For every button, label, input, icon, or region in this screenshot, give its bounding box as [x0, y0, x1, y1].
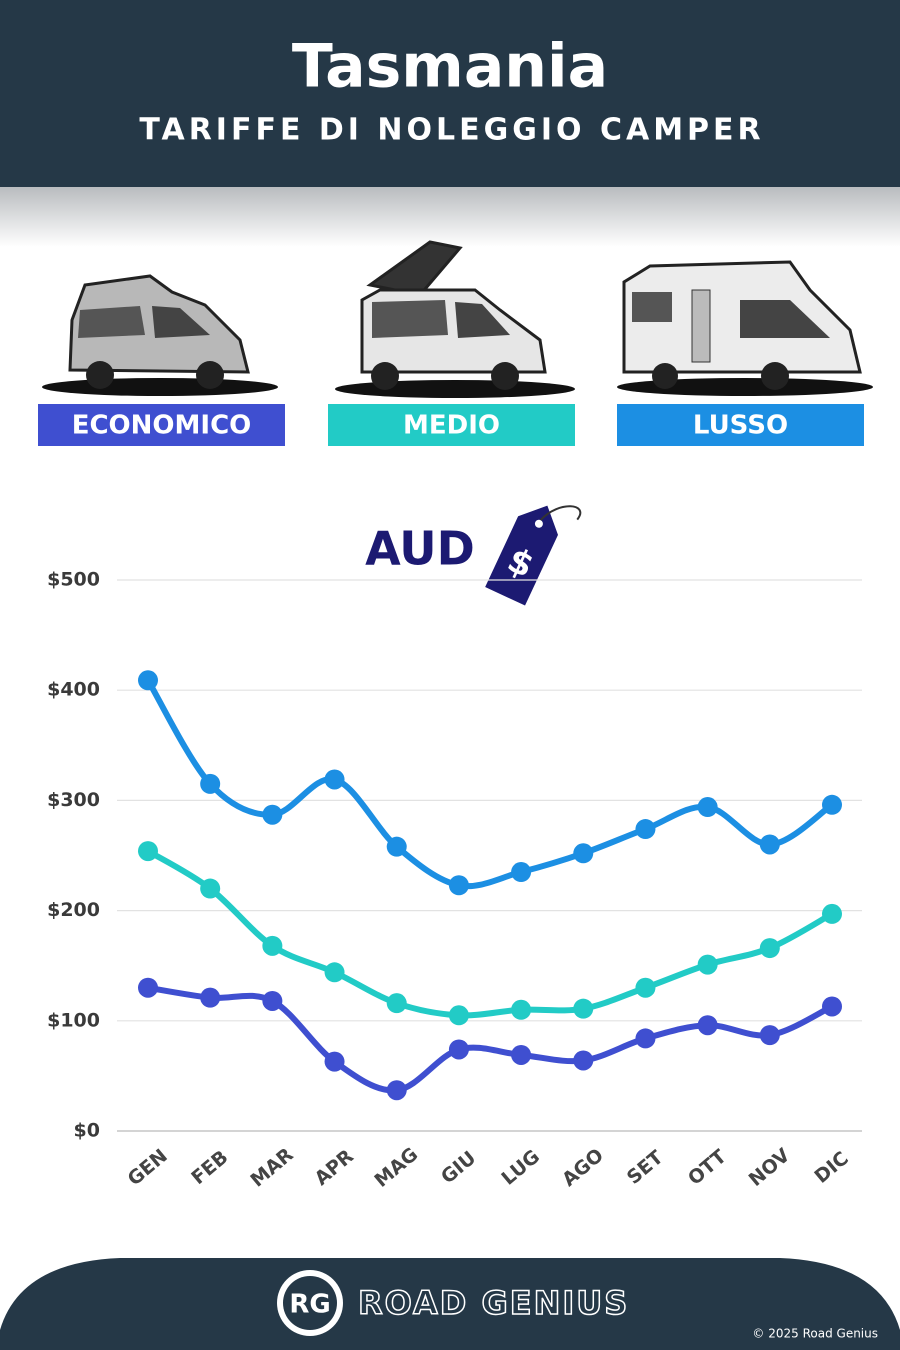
- x-tick-label: NOV: [745, 1144, 795, 1191]
- legend-label: LUSSO: [693, 411, 788, 441]
- legend-label: MEDIO: [403, 411, 500, 441]
- data-point: [573, 998, 594, 1019]
- data-point: [138, 977, 158, 998]
- header-band: [0, 0, 900, 187]
- data-point: [635, 819, 656, 840]
- legend-swatch: [38, 404, 285, 446]
- x-tick-label: FEB: [187, 1146, 232, 1189]
- van-medio: [335, 240, 575, 398]
- y-tick-label: $0: [74, 1120, 100, 1142]
- data-point: [324, 769, 345, 790]
- y-tick-label: $100: [47, 1009, 100, 1031]
- copyright: © 2025 Road Genius: [752, 1327, 878, 1341]
- footer-band: [0, 1258, 900, 1350]
- data-point: [200, 987, 221, 1008]
- data-point: [635, 1028, 656, 1049]
- data-point: [697, 1015, 718, 1036]
- data-point: [511, 999, 532, 1020]
- data-point: [573, 843, 594, 864]
- data-point: [697, 954, 718, 975]
- data-point: [573, 1050, 594, 1071]
- data-point: [759, 938, 780, 959]
- legend-swatch: [617, 404, 864, 446]
- data-point: [262, 935, 283, 956]
- y-tick-label: $500: [47, 569, 100, 591]
- x-tick-label: SET: [623, 1146, 668, 1188]
- plot-area: $0 $100 $200 $300 $400 $500 GEN FEB MAR APR MAG GIU…: [47, 569, 862, 1192]
- x-tick-label: APR: [311, 1145, 359, 1190]
- data-point: [386, 836, 407, 857]
- data-point: [138, 670, 158, 691]
- data-point: [822, 903, 842, 924]
- x-tick-label: DIC: [811, 1147, 853, 1188]
- data-point: [138, 841, 158, 862]
- data-point: [448, 1005, 469, 1026]
- data-point: [448, 1039, 469, 1060]
- legend-swatch: [328, 404, 575, 446]
- title: Tasmania: [292, 32, 608, 102]
- data-point: [697, 797, 718, 818]
- data-point: [324, 1051, 345, 1072]
- data-point: [448, 875, 469, 896]
- data-point: [200, 773, 221, 794]
- data-point: [200, 878, 221, 899]
- data-point: [759, 834, 780, 855]
- data-point: [759, 1025, 780, 1046]
- y-tick-label: $400: [47, 679, 100, 701]
- data-point: [822, 794, 842, 815]
- x-tick-label: AGO: [558, 1144, 608, 1191]
- data-point: [511, 862, 532, 883]
- x-tick-label: LUG: [497, 1146, 544, 1190]
- series-line: [145, 984, 835, 1094]
- legend-label: ECONOMICO: [72, 411, 252, 441]
- x-tick-label: OTT: [684, 1146, 731, 1190]
- van-lusso: [617, 260, 873, 396]
- x-tick-label: GIU: [437, 1147, 480, 1188]
- van-economico: [42, 274, 278, 396]
- x-tick-label: MAR: [246, 1143, 297, 1191]
- data-point: [635, 977, 656, 998]
- x-tick-label: GEN: [124, 1145, 172, 1190]
- data-point: [262, 804, 283, 825]
- brand-name: ROAD GENIUS: [358, 1284, 629, 1322]
- data-point: [324, 962, 345, 983]
- x-tick-label: MAG: [370, 1143, 422, 1191]
- header-shadow: [0, 187, 900, 247]
- price-tag-icon: $: [485, 505, 582, 606]
- data-point: [386, 1080, 407, 1101]
- svg-text:RG: RG: [289, 1290, 330, 1320]
- data-point: [822, 996, 842, 1017]
- data-point: [262, 990, 283, 1011]
- currency-label: AUD: [365, 522, 475, 576]
- subtitle: TARIFFE DI NOLEGGIO CAMPER: [139, 113, 764, 148]
- data-point: [386, 993, 407, 1014]
- legend: ECONOMICO MEDIO LUSSO: [38, 404, 864, 446]
- y-tick-label: $200: [47, 899, 100, 921]
- y-tick-label: $300: [47, 789, 100, 811]
- series-line: [145, 848, 835, 1019]
- data-point: [511, 1044, 532, 1065]
- series-line: [145, 677, 835, 890]
